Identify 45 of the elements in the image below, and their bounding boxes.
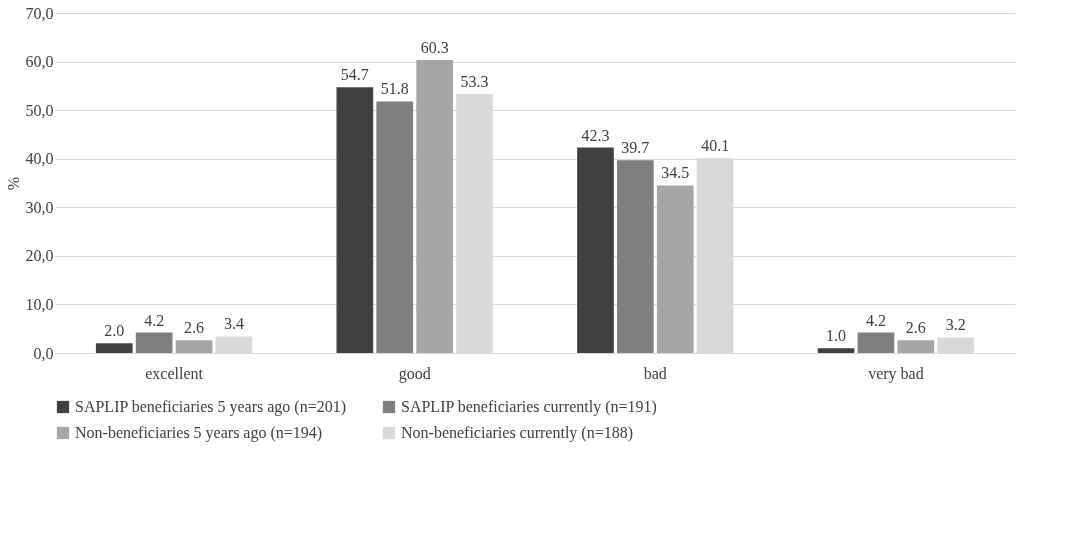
data-label: 2.6 [905,319,926,337]
y-axis-title: % [4,176,22,191]
bar [857,332,895,353]
data-label: 2.0 [104,322,125,340]
bar [577,147,614,353]
data-label: 60.3 [420,39,449,57]
data-label: 4.2 [144,311,165,329]
bar [897,340,935,353]
data-label: 51.8 [380,80,409,98]
y-tick-label: 0,0 [33,344,54,362]
bar [95,343,133,353]
bar [656,185,694,353]
y-tick-label: 50,0 [25,101,54,119]
data-label: 42.3 [581,126,610,144]
y-tick-label: 20,0 [25,247,54,265]
bar [376,101,414,353]
legend-label: SAPLIP beneficiaries 5 years ago (n=201) [75,398,347,416]
bar [135,332,173,353]
data-label: 39.7 [621,139,650,157]
data-label: 3.2 [945,316,966,334]
legend-label: Non-beneficiaries 5 years ago (n=194) [75,424,323,442]
y-tick-label: 60,0 [25,53,54,71]
bar [336,87,374,353]
data-label: 53.3 [460,73,489,91]
data-label: 3.4 [223,315,244,333]
bar [817,348,855,353]
data-label: 40.1 [701,137,730,155]
bar [175,340,213,353]
data-label: 2.6 [184,319,205,337]
x-tick-label: excellent [145,364,204,382]
legend-label: Non-beneficiaries currently (n=188) [401,424,634,442]
y-tick-label: 10,0 [25,295,54,313]
bar [617,160,654,353]
data-label: 4.2 [865,311,886,329]
y-tick-label: 40,0 [25,150,54,168]
x-tick-label: good [398,364,431,383]
data-label: 1.0 [826,327,847,345]
x-tick-label: bad [643,364,667,382]
bar [416,60,453,353]
y-tick-label: 70,0 [25,4,54,22]
x-tick-label: very bad [868,364,924,383]
data-label: 34.5 [661,164,690,182]
y-tick-label: 30,0 [25,198,54,216]
data-label: 54.7 [340,66,369,84]
legend-label: SAPLIP beneficiaries currently (n=191) [401,398,657,416]
